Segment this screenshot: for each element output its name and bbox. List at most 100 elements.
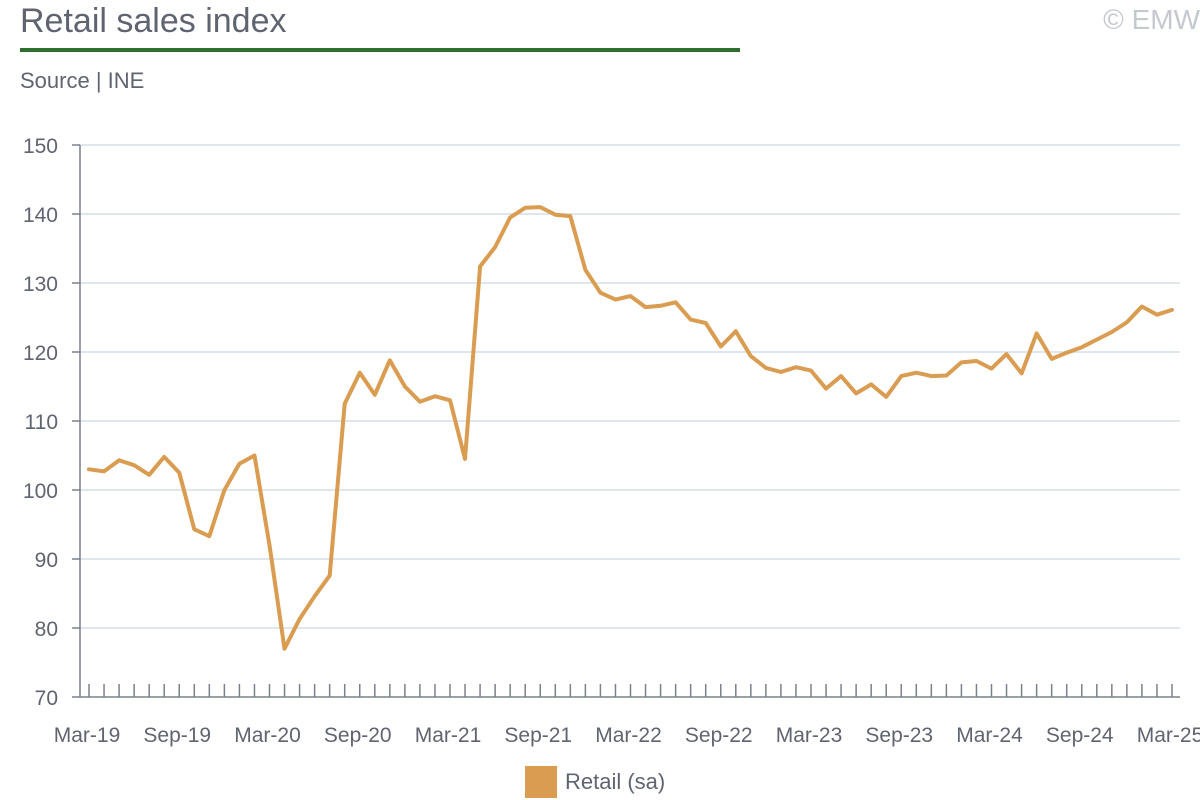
data-point [162,455,166,459]
data-point [568,214,572,218]
x-tick-label-Mar-20: Mar-20 [234,724,301,747]
data-point [313,594,317,598]
data-point [523,206,527,210]
data-point [252,454,256,458]
series-line-retail-sa [87,205,1174,651]
data-point [884,395,888,399]
data-point [553,213,557,217]
x-tick-label-Mar-19: Mar-19 [54,724,121,747]
data-point [147,473,151,477]
x-tick-label-Mar-25: Mar-25 [1137,724,1200,747]
data-point [1005,352,1009,356]
y-tick-label-90: 90 [35,549,58,572]
legend: Retail (sa) [525,766,665,798]
data-point [538,205,542,209]
data-point [87,467,91,471]
data-point [192,527,196,531]
x-tick-label-Sep-24: Sep-24 [1046,724,1114,747]
x-tick-label-Mar-24: Mar-24 [956,724,1023,747]
data-point [403,385,407,389]
data-point [388,358,392,362]
y-tick-label-140: 140 [23,204,58,227]
y-tick-label-100: 100 [23,480,58,503]
data-point [764,366,768,370]
series-layer [87,205,1174,651]
chart-title: Retail sales index [20,2,287,40]
y-tick-label-110: 110 [25,411,58,434]
data-point [283,647,287,651]
data-point [1035,331,1039,335]
data-point [959,360,963,364]
x-tick-label-Sep-21: Sep-21 [504,724,572,747]
axes: 70 80 90 100 110 120 130 140 150 Mar-19 Sep-19 Mar-… [23,135,1200,747]
x-tick-label-Mar-21: Mar-21 [415,724,482,747]
data-point [1155,313,1159,317]
data-point [478,264,482,268]
data-point [689,318,693,322]
data-point [102,469,106,473]
legend-label-retail: Retail (sa) [565,769,666,794]
data-point [433,394,437,398]
data-point [1020,371,1024,375]
y-tick-label-130: 130 [23,273,58,296]
data-point [779,370,783,374]
data-point [1170,308,1174,312]
data-point [117,458,121,462]
data-point [373,393,377,397]
data-point [899,374,903,378]
x-tick-label-Mar-22: Mar-22 [595,724,662,747]
data-point [659,304,663,308]
y-tick-label-120: 120 [23,342,58,365]
data-point [613,298,617,302]
x-tick-label-Sep-23: Sep-23 [865,724,933,747]
copyright-notice: © EMW [1103,4,1200,35]
data-point [1140,304,1144,308]
x-tick-label-Sep-22: Sep-22 [685,724,753,747]
data-point [328,574,332,578]
data-point [809,369,813,373]
data-point [944,373,948,377]
data-point [854,391,858,395]
data-point [794,365,798,369]
data-point [298,617,302,621]
data-point [1095,338,1099,342]
data-point [929,374,933,378]
data-point [132,463,136,467]
data-point [598,291,602,295]
data-point [237,462,241,466]
y-tick-label-70: 70 [35,687,58,710]
data-point [493,245,497,249]
data-point [583,268,587,272]
data-point [1125,320,1129,324]
data-point [448,398,452,402]
data-point [1080,345,1084,349]
source-note: Source | INE [20,68,145,93]
grid-lines [80,144,1180,629]
data-point [1050,357,1054,361]
data-point [1065,351,1069,355]
data-point [749,354,753,358]
legend-swatch-retail [525,766,557,798]
data-point [268,543,272,547]
data-point [1110,330,1114,334]
data-point [824,387,828,391]
data-point [222,488,226,492]
data-point [974,359,978,363]
x-tick-label-Mar-23: Mar-23 [776,724,843,747]
data-point [177,471,181,475]
data-point [463,457,467,461]
title-underline [20,48,740,52]
data-point [734,329,738,333]
data-point [704,321,708,325]
data-point [508,215,512,219]
data-point [629,294,633,298]
data-point [869,382,873,386]
y-tick-label-80: 80 [35,618,58,641]
data-point [207,534,211,538]
data-point [418,400,422,404]
data-point [914,371,918,375]
data-point [358,371,362,375]
y-tick-label-150: 150 [23,135,58,158]
data-point [719,344,723,348]
